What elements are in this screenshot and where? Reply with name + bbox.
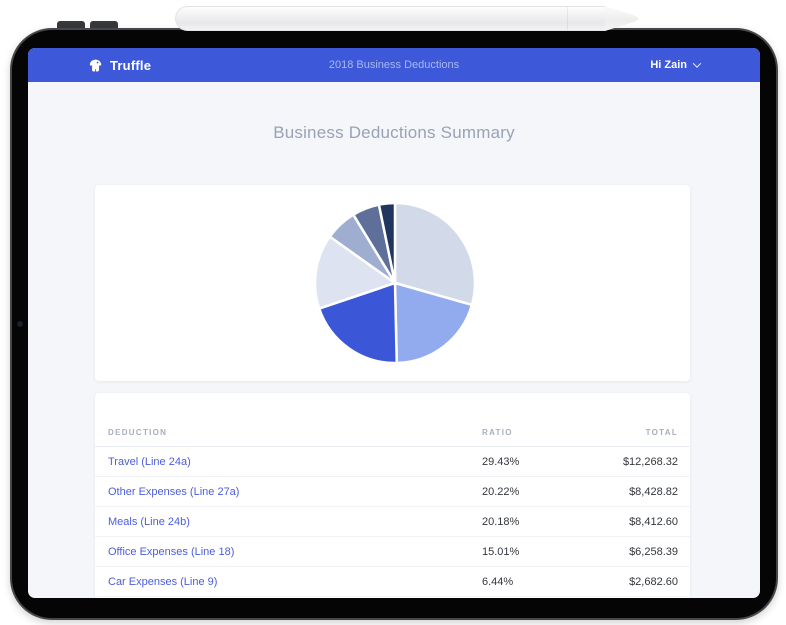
user-menu-label: Hi Zain — [650, 59, 687, 71]
table-header-row: DEDUCTION RATIO TOTAL — [95, 393, 690, 447]
column-header-deduction: DEDUCTION — [108, 428, 168, 437]
deduction-link[interactable]: Other Expenses (Line 27a) — [108, 485, 240, 498]
navbar-title: 2018 Business Deductions — [328, 59, 460, 71]
ipad-frame: Truffle 2018 Business Deductions Hi Zain… — [10, 28, 778, 620]
ratio-value: 6.44% — [482, 575, 514, 588]
table-card: DEDUCTION RATIO TOTAL Travel (Line 24a) … — [95, 393, 690, 598]
pie-chart — [313, 201, 477, 365]
table-row: Office Expenses (Line 18) 15.01% $6,258.… — [95, 537, 690, 567]
pie-slice-1 — [393, 281, 474, 365]
ratio-value: 20.18% — [482, 515, 520, 528]
total-value: $2,682.60 — [629, 575, 678, 588]
deduction-link[interactable]: Meals (Line 24b) — [108, 515, 190, 528]
pie-slice-0 — [393, 201, 477, 307]
apple-pencil-seam — [567, 7, 568, 30]
chevron-down-icon — [692, 59, 702, 68]
user-menu[interactable]: Hi Zain — [650, 48, 702, 82]
table-row: Other Expenses (Line 27a) 20.22% $8,428.… — [95, 477, 690, 507]
column-header-ratio: RATIO — [482, 428, 513, 437]
table-row: Meals (Line 24b) 20.18% $8,412.60 — [95, 507, 690, 537]
ratio-value: 15.01% — [482, 545, 520, 558]
truffle-logo-icon — [88, 58, 103, 73]
volume-up-button — [57, 21, 85, 31]
front-camera — [17, 321, 23, 327]
pie-slice-3 — [313, 235, 397, 310]
total-value: $6,258.39 — [629, 545, 678, 558]
navbar: Truffle 2018 Business Deductions Hi Zain — [28, 48, 760, 82]
table-row: Car Expenses (Line 9) 6.44% $2,682.60 — [95, 567, 690, 597]
brand-home-link[interactable]: Truffle — [88, 48, 151, 82]
brand-name: Truffle — [110, 57, 152, 73]
ratio-value: 20.22% — [482, 485, 520, 498]
column-header-total: TOTAL — [645, 428, 678, 437]
chart-card — [95, 185, 690, 381]
ratio-value: 29.43% — [482, 455, 520, 468]
apple-pencil-body — [175, 6, 605, 31]
pie-slice-6 — [377, 201, 397, 285]
deduction-link[interactable]: Office Expenses (Line 18) — [108, 545, 235, 558]
deduction-link[interactable]: Travel (Line 24a) — [108, 455, 191, 468]
table-row: Travel (Line 24a) 29.43% $12,268.32 — [95, 447, 690, 477]
total-value: $12,268.32 — [622, 455, 678, 468]
screen: Truffle 2018 Business Deductions Hi Zain… — [28, 48, 760, 598]
page-title: Business Deductions Summary — [273, 123, 515, 142]
total-value: $8,412.60 — [629, 515, 678, 528]
deduction-link[interactable]: Car Expenses (Line 9) — [108, 575, 218, 588]
volume-down-button — [90, 21, 118, 31]
total-value: $8,428.82 — [629, 485, 678, 498]
